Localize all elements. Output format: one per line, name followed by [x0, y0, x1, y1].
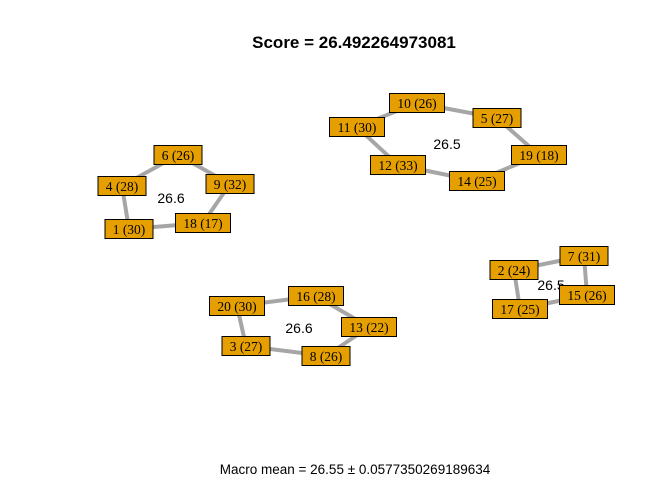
- node-9: 9 (32): [205, 174, 255, 194]
- macro-mean-label: Macro mean = 26.55 ± 0.0577350269189634: [220, 462, 491, 477]
- node-label: 15 (26): [567, 288, 606, 303]
- node-label: 16 (28): [296, 289, 335, 304]
- group-scores-layer: 26.6 26.5 26.6 26.5: [157, 136, 564, 336]
- node-box: [104, 219, 154, 239]
- node-18: 18 (17): [175, 213, 231, 233]
- node-label: 7 (31): [568, 249, 601, 264]
- node-label: 6 (26): [162, 148, 195, 163]
- node-box: [511, 145, 567, 165]
- node-label: 12 (33): [378, 158, 417, 173]
- node-label: 17 (25): [500, 302, 539, 317]
- node-15: 15 (26): [559, 285, 615, 305]
- node-label: 19 (18): [519, 148, 558, 163]
- node-16: 16 (28): [288, 286, 344, 306]
- plot-title: Score = 26.492264973081: [252, 33, 456, 52]
- node-box: [559, 285, 615, 305]
- node-14: 14 (25): [449, 171, 505, 191]
- node-label: 3 (27): [230, 339, 263, 354]
- node-4: 4 (28): [97, 176, 147, 196]
- node-17: 17 (25): [492, 299, 548, 319]
- node-1: 1 (30): [104, 219, 154, 239]
- node-box: [301, 346, 351, 366]
- node-3: 3 (27): [221, 336, 271, 356]
- node-label: 18 (17): [183, 216, 222, 231]
- node-label: 11 (30): [338, 120, 377, 135]
- node-10: 10 (26): [389, 93, 445, 113]
- node-box: [153, 145, 203, 165]
- node-7: 7 (31): [559, 246, 609, 266]
- node-label: 5 (27): [481, 111, 514, 126]
- node-box: [559, 246, 609, 266]
- node-label: 13 (22): [349, 320, 388, 335]
- node-box: [389, 93, 445, 113]
- node-label: 14 (25): [457, 174, 496, 189]
- node-11: 11 (30): [329, 117, 385, 137]
- group-score-label: 26.5: [537, 277, 564, 293]
- node-6: 6 (26): [153, 145, 203, 165]
- node-label: 20 (30): [217, 299, 256, 314]
- node-8: 8 (26): [301, 346, 351, 366]
- node-box: [370, 155, 426, 175]
- node-2: 2 (24): [489, 260, 539, 280]
- node-box: [341, 317, 397, 337]
- node-box: [472, 108, 522, 128]
- node-label: 8 (26): [310, 349, 343, 364]
- node-box: [489, 260, 539, 280]
- node-5: 5 (27): [472, 108, 522, 128]
- node-box: [175, 213, 231, 233]
- node-label: 2 (24): [498, 263, 531, 278]
- group-score-label: 26.5: [433, 136, 460, 152]
- node-box: [492, 299, 548, 319]
- node-box: [449, 171, 505, 191]
- group-score-label: 26.6: [157, 190, 184, 206]
- node-box: [221, 336, 271, 356]
- node-box: [205, 174, 255, 194]
- node-12: 12 (33): [370, 155, 426, 175]
- node-label: 9 (32): [214, 177, 247, 192]
- node-box: [329, 117, 385, 137]
- node-label: 10 (26): [397, 96, 436, 111]
- node-20: 20 (30): [209, 296, 265, 316]
- nodes-layer: 6 (26) 4 (28) 9 (32) 1 (30) 18 (17) 10 (26) 11…: [97, 93, 615, 366]
- node-19: 19 (18): [511, 145, 567, 165]
- node-box: [209, 296, 265, 316]
- node-13: 13 (22): [341, 317, 397, 337]
- node-box: [288, 286, 344, 306]
- group-score-label: 26.6: [285, 320, 312, 336]
- node-label: 4 (28): [106, 179, 139, 194]
- node-box: [97, 176, 147, 196]
- node-label: 1 (30): [113, 222, 146, 237]
